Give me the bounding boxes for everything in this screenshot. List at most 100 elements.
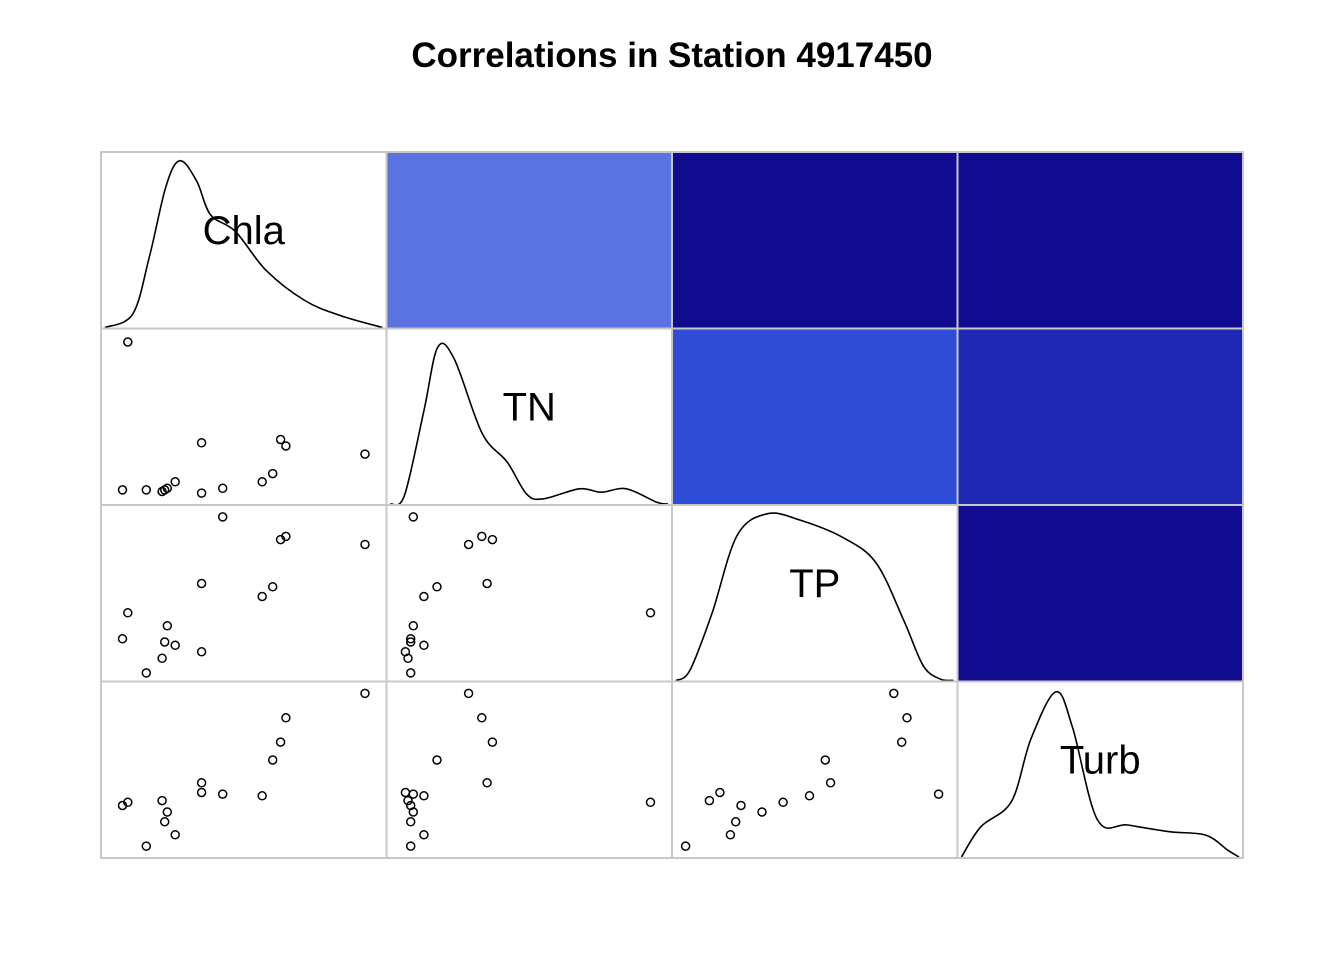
panel-border (100, 327, 388, 506)
scatter-point-tn-tp (419, 640, 429, 651)
scatter-point-tp-turb (804, 791, 815, 801)
scatter-point-tp-turb (725, 830, 736, 840)
scatter-point-chla-tp (162, 621, 173, 631)
scatter-point-tp-turb (778, 797, 788, 808)
variable-label-tn: TN (503, 385, 556, 429)
panel-border (100, 680, 388, 859)
scatter-point-tn-turb (477, 713, 487, 723)
scatter-point-chla-turb (196, 787, 207, 798)
scatter-point-tn-tp (432, 582, 442, 592)
scatter-point-chla-turb (360, 688, 370, 699)
scatter-point-chla-tp (267, 582, 278, 592)
scatter-point-tn-turb (408, 789, 419, 799)
scatter-point-chla-tn (257, 477, 267, 487)
scatter-point-tp-turb (680, 841, 691, 851)
scatter-point-chla-tp (217, 512, 228, 522)
scatter-point-chla-tn (123, 337, 133, 347)
scatter-point-chla-tp (196, 578, 207, 589)
panel-border (100, 504, 388, 683)
scatter-point-tn-tp (482, 578, 492, 589)
scatter-point-tp-turb (715, 787, 725, 798)
variable-label-chla: Chla (203, 209, 286, 253)
scatter-point-chla-tp (117, 634, 128, 644)
scatter-point-tn-tp (487, 534, 498, 545)
density-curve-chla (104, 159, 383, 329)
scatter-point-chla-tp (281, 531, 291, 542)
scatter-point-chla-turb (162, 807, 173, 817)
scatter-point-tn-turb (405, 817, 416, 827)
scatter-point-chla-turb (217, 789, 228, 799)
correlation-cell-tn-turb (957, 328, 1243, 505)
correlation-cell-chla-tn (386, 152, 672, 329)
scatter-point-chla-turb (159, 817, 170, 827)
scatter-point-tn-turb (432, 755, 442, 765)
scatter-point-tp-turb (896, 737, 907, 747)
chart-title: Correlations in Station 4917450 (411, 36, 933, 75)
scatter-point-tp-turb (820, 755, 831, 765)
scatter-point-tn-tp (405, 668, 416, 678)
scatter-point-chla-tn (196, 488, 207, 498)
scatter-point-chla-turb (196, 778, 207, 788)
density-curve-tp (675, 512, 954, 682)
scatter-point-tp-turb (730, 817, 741, 827)
scatter-point-tp-turb (889, 688, 899, 699)
scatter-point-chla-tn (275, 434, 286, 445)
scatter-point-chla-turb (141, 841, 152, 851)
scatter-point-tp-turb (704, 795, 715, 806)
scatter-point-tn-turb (408, 807, 419, 817)
scatter-point-chla-tp (141, 668, 152, 678)
scatter-point-chla-turb (281, 713, 291, 723)
variable-label-tp: TP (789, 562, 840, 606)
scatter-point-chla-tn (162, 483, 173, 494)
scatter-point-tn-tp (477, 531, 487, 542)
density-curve-turb (960, 691, 1240, 858)
panel-border (671, 680, 959, 859)
scatter-point-chla-tn (117, 485, 128, 495)
scatter-point-chla-tn (170, 477, 180, 487)
scatter-point-tn-tp (405, 634, 416, 644)
scatter-point-chla-tp (170, 640, 180, 651)
scatter-point-chla-turb (267, 755, 278, 765)
scatter-point-tn-tp (408, 621, 419, 631)
scatter-point-chla-tp (360, 539, 370, 550)
scatter-point-chla-tn (281, 441, 291, 451)
scatter-point-tn-turb (400, 787, 411, 798)
scatter-point-tn-tp (408, 512, 419, 522)
scatter-point-chla-tn (196, 438, 207, 448)
scatter-point-tn-turb (419, 830, 429, 840)
scatter-point-chla-tp (123, 608, 133, 618)
scatter-point-tn-tp (405, 637, 416, 647)
scatter-point-chla-tp (157, 653, 167, 664)
scatter-point-chla-turb (157, 795, 167, 806)
correlation-cell-chla-turb (957, 152, 1243, 329)
scatter-point-chla-tp (196, 647, 207, 657)
scatter-point-tn-turb (405, 841, 416, 851)
correlation-cell-chla-tp (672, 152, 958, 329)
panel-border (385, 680, 673, 859)
scatter-point-tn-turb (645, 797, 656, 808)
scatter-point-tn-turb (403, 795, 413, 806)
scatter-point-tn-turb (482, 778, 492, 788)
variable-label-turb: Turb (1060, 738, 1141, 782)
scatter-point-chla-tn (267, 468, 278, 479)
scatter-point-chla-tp (257, 591, 267, 602)
scatter-point-tn-tp (400, 647, 411, 657)
scatter-point-tp-turb (902, 713, 912, 723)
scatter-point-tn-turb (487, 737, 498, 747)
scatter-point-tp-turb (825, 778, 836, 788)
panel-border (956, 680, 1244, 859)
scatter-point-tn-turb (463, 688, 474, 699)
correlation-cell-tn-tp (672, 328, 958, 505)
scatter-point-chla-turb (123, 797, 133, 808)
scatter-point-chla-turb (170, 830, 180, 840)
density-curve-tn (390, 342, 669, 506)
scatter-point-chla-turb (275, 737, 286, 747)
scatter-point-tn-tp (645, 608, 656, 618)
scatter-point-chla-tn (217, 483, 228, 494)
scatter-point-chla-turb (257, 791, 267, 801)
scatter-point-tn-tp (463, 539, 474, 550)
scatter-point-chla-tp (159, 637, 170, 647)
scatter-point-chla-tn (141, 485, 152, 495)
scatter-point-tn-tp (419, 591, 429, 602)
